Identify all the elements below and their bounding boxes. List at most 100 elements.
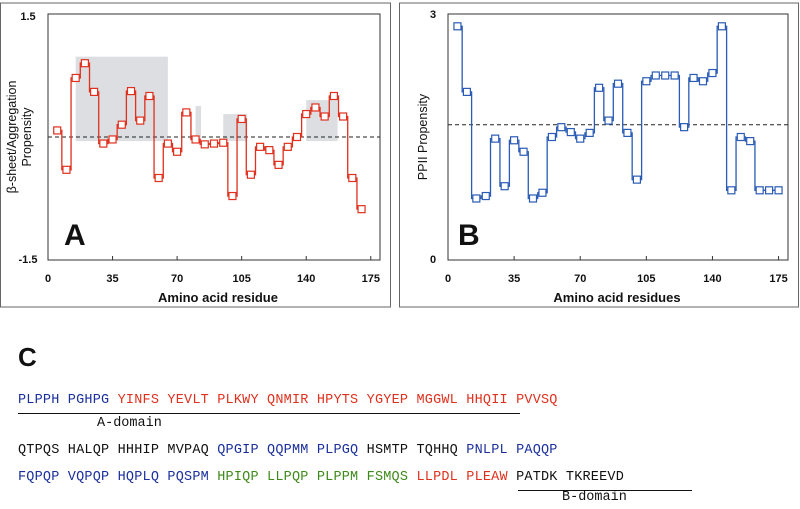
panel-a-data-point [173,147,182,156]
panel-a-shaded-region [306,100,338,142]
panel-b-data-point [680,123,689,132]
panel-b-data-point [566,127,575,137]
panel-a-data-point [145,91,154,101]
sequence-segment: FQPQP VQPQP HQPLQ PQSPM [18,470,218,485]
panel-b-data-point [755,186,764,195]
panel-b-xtick-label: 70 [574,273,586,285]
panel-a-data-point [154,173,163,183]
b-domain-label: B-domain [562,490,627,505]
panel-b-xlabel: Amino acid residues [553,290,680,305]
panel-b-data-point [623,128,632,137]
panel-a-data-point [256,142,265,151]
panel-b-data-point [717,22,726,31]
panel-a-data-point [200,140,209,149]
panel-a-data-point [90,87,99,97]
panel-a-data-point [108,135,117,144]
sequence-segment: YINFS YEVLT PLKWY QNMIR HPYTS YGYEP M [117,393,425,408]
sequence-segment: PATDK TKREEVD [516,470,625,485]
panel-a-ylabel-line2: Propensity [20,107,34,167]
panel-b-data-point [774,186,783,195]
panel-b-data-point [727,186,736,195]
panel-a-data-point [228,191,237,201]
panel-a-data-point [246,170,255,179]
panel-b-ytick-top: 3 [430,9,436,21]
panel-a-data-point [265,146,274,155]
panel-a-data-point [357,205,366,214]
panel-a-data-point [53,126,62,135]
panel-a-data-point [80,59,89,68]
panel-a-data-point [136,116,145,125]
sequence-segment: QTPQS HALQP HHHIP MVPAQ [18,443,218,458]
panel-b-data-point [736,132,745,142]
panel-a-data-point [99,139,108,148]
panel-b-data-point [604,116,613,125]
panel-a-ytick-top: 1.5 [20,11,35,23]
panel-a-data-point [274,160,283,169]
panel-a-data-point [311,103,320,112]
panel-b-ylabel: PPII Propensity [416,93,430,180]
panel-b-xtick-label: 0 [445,273,451,285]
panel-b-data-point [765,186,774,195]
panel-b-data-point [595,83,604,92]
panel-a-ylabel-line1: β-sheet/Aggregation [5,81,19,194]
sequence-panel: C PLPPH PGHPG YINFS YEVLT PLKWY QNMIR HP… [0,330,800,509]
panel-b-data-point [613,79,623,88]
panel-a-data-point [320,112,329,121]
panel-a-data-point [182,108,191,117]
panel-b-xtick-label: 140 [703,273,721,285]
panel-b-data-point [481,191,490,201]
panel-b-data-point [651,71,660,80]
panel-a-xtick-label: 70 [171,273,183,285]
panel-a-letter: A [64,219,86,252]
sequence-line-1: PLPPH PGHPG YINFS YEVLT PLKWY QNMIR HPYT… [18,393,558,408]
sequence-line-2: QTPQS HALQP HHHIP MVPAQ QPGIP QQPMM PLPG… [18,443,558,458]
panel-b-xticks: 0 35 70 105 140 175 [445,256,788,285]
panel-a-data-point [209,139,219,148]
panel-a-data-point [163,139,172,148]
panel-a-data-point [237,114,246,124]
panel-b-data-point [500,182,509,191]
panel-a-data-point [126,86,136,96]
sequence-segment: GGWL HHQII PVVSQ [424,393,558,408]
panel-b-xtick-label: 35 [508,273,520,285]
a-domain-label: A-domain [97,416,162,431]
panel-b-data-point [576,134,585,143]
b-domain-underline [518,490,692,491]
panel-a-xtick-label: 35 [106,273,118,285]
panel-b-data-point [462,87,471,97]
panel-b-data-point [547,132,556,142]
panel-b-data-point [528,194,538,203]
panel-a-xtick-label: 105 [232,273,250,285]
panel-a-data-point [348,173,357,183]
panel-a-data-point [339,112,348,121]
panel-b-data-point [642,77,651,86]
a-domain-underline [18,413,520,414]
panel-b-data-point [453,22,462,31]
panel-a-data-point [62,165,71,174]
panel-a-xtick-label: 140 [297,273,315,285]
sequence-segment: LLPDL PLEAW [416,470,517,485]
panel-a-data-point [329,91,338,101]
sequence-segment: HSMTP TQHHQ [366,443,467,458]
panel-a-data-point [302,109,311,119]
panel-b-data-point [491,134,500,143]
panel-b-data-point [510,136,519,145]
panel-a-series [53,59,366,214]
panel-b-data-point [670,71,679,80]
panel-a-data-point [191,135,200,144]
panel-b-letter: B [458,219,480,252]
panel-a-data-point [292,132,302,142]
panel-b-data-point [557,123,566,132]
panel-b-ytick-bottom: 0 [430,254,436,266]
sequence-line-3: FQPQP VQPQP HQPLQ PQSPM HPIQP LLPQP PLPP… [18,470,624,485]
panel-a-data-point [219,138,228,147]
panel-a-data-point [71,73,80,83]
panel-b-data-point [538,188,547,197]
panel-a-xlabel: Amino acid residue [158,290,278,305]
panel-b-data-point [519,147,528,156]
panel-a-xtick-label: 175 [362,273,380,285]
panel-b-series [453,22,783,203]
panel-b-xtick-label: 105 [637,273,655,285]
panel-a-step-line [57,62,362,210]
panel-b-data-point [585,128,594,137]
